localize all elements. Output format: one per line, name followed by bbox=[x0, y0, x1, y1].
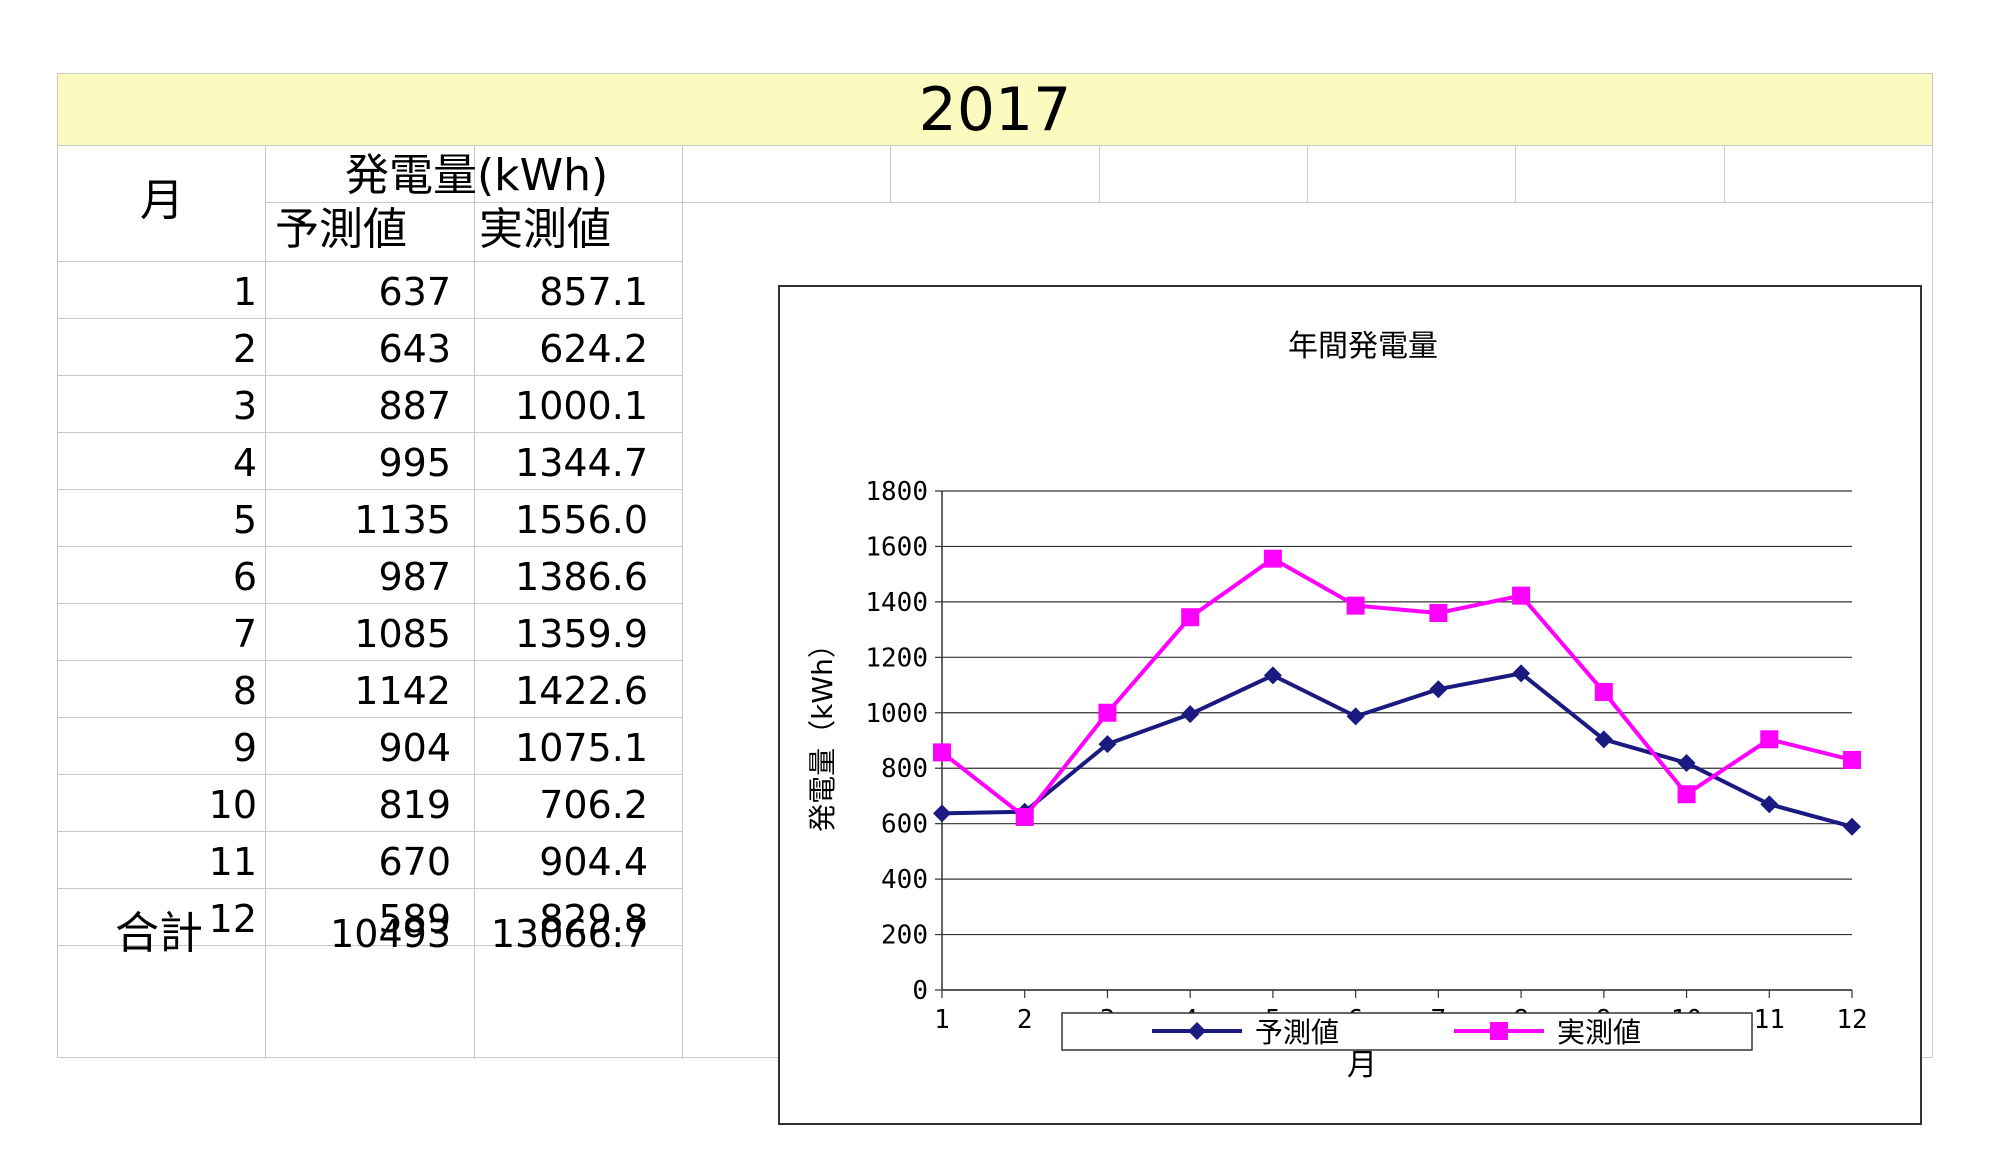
actual-cell: 1386.6 bbox=[515, 555, 648, 599]
total-actual: 13066.7 bbox=[490, 912, 648, 956]
month-cell: 3 bbox=[232, 384, 257, 428]
data-point bbox=[1512, 664, 1531, 683]
month-cell: 5 bbox=[232, 498, 257, 542]
actual-cell: 857.1 bbox=[539, 270, 648, 314]
actual-cell: 904.4 bbox=[539, 840, 648, 884]
data-point bbox=[1181, 608, 1200, 627]
data-point bbox=[1098, 703, 1117, 722]
total-forecast: 10493 bbox=[330, 912, 451, 956]
month-cell: 2 bbox=[232, 327, 257, 371]
data-point bbox=[1346, 596, 1365, 615]
forecast-cell: 643 bbox=[378, 327, 451, 371]
data-point bbox=[1760, 795, 1779, 814]
generation-header: 発電量(kWh) bbox=[345, 150, 609, 201]
actual-cell: 706.2 bbox=[539, 783, 648, 827]
month-cell: 7 bbox=[232, 612, 257, 656]
chart-gridlines bbox=[942, 490, 1852, 991]
x-tick-label: 1 bbox=[934, 1005, 950, 1035]
actual-cell: 829.8 bbox=[539, 897, 648, 941]
legend-marker bbox=[1188, 1022, 1206, 1040]
forecast-cell: 1142 bbox=[354, 669, 451, 713]
data-point bbox=[1594, 730, 1613, 749]
spreadsheet-area: 2017 月 発電量(kWh) 予測値 実測値 合計 10493 13066.7… bbox=[57, 73, 1934, 1125]
year-title: 2017 bbox=[58, 74, 1932, 146]
chart-title: 年間発電量 bbox=[1288, 329, 1438, 364]
forecast-cell: 995 bbox=[378, 441, 451, 485]
forecast-cell: 819 bbox=[378, 783, 451, 827]
month-cell: 11 bbox=[208, 840, 257, 884]
forecast-header: 予測値 bbox=[275, 204, 407, 255]
y-tick-label: 1000 bbox=[865, 699, 928, 729]
total-label: 合計 bbox=[115, 908, 203, 959]
chart-canvas: 0200400600800100012001400160018001234567… bbox=[806, 329, 1868, 1083]
y-tick-label: 1800 bbox=[865, 477, 928, 507]
forecast-cell: 1135 bbox=[354, 498, 451, 542]
legend-label: 実測値 bbox=[1557, 1016, 1641, 1049]
data-point bbox=[1512, 586, 1531, 605]
data-point bbox=[1181, 705, 1200, 724]
actual-cell: 1359.9 bbox=[515, 612, 648, 656]
chart-legend: 予測値 実測値 bbox=[1152, 1016, 1641, 1049]
forecast-cell: 670 bbox=[378, 840, 451, 884]
data-point bbox=[933, 804, 951, 823]
x-tick-label: 11 bbox=[1754, 1005, 1785, 1035]
data-point bbox=[1429, 680, 1448, 699]
actual-cell: 1344.7 bbox=[515, 441, 648, 485]
month-cell: 9 bbox=[232, 726, 257, 770]
y-tick-label: 400 bbox=[881, 865, 928, 895]
actual-cell: 624.2 bbox=[539, 327, 648, 371]
data-point bbox=[1594, 682, 1613, 701]
forecast-cell: 637 bbox=[378, 270, 451, 314]
month-cell: 12 bbox=[208, 897, 257, 941]
series-line bbox=[940, 556, 1853, 820]
series-line bbox=[941, 671, 1853, 829]
data-point bbox=[1263, 666, 1282, 685]
data-point bbox=[1263, 549, 1282, 568]
chart-series bbox=[933, 549, 1861, 836]
y-tick-label: 1400 bbox=[865, 588, 928, 618]
data-point bbox=[1843, 750, 1861, 769]
data-point bbox=[1429, 604, 1448, 623]
y-tick-label: 200 bbox=[881, 921, 928, 951]
chart-axes: 0200400600800100012001400160018001234567… bbox=[865, 477, 1867, 1035]
y-tick-label: 1600 bbox=[865, 532, 928, 562]
y-tick-label: 1200 bbox=[865, 643, 928, 673]
annual-generation-chart: 0200400600800100012001400160018001234567… bbox=[778, 285, 1922, 1125]
data-point bbox=[1677, 785, 1696, 804]
month-cell: 1 bbox=[232, 270, 257, 314]
legend-marker bbox=[1490, 1022, 1508, 1040]
data-point bbox=[1760, 730, 1779, 749]
forecast-cell: 1085 bbox=[354, 612, 451, 656]
forecast-cell: 887 bbox=[378, 384, 451, 428]
data-point bbox=[1346, 707, 1365, 726]
month-cell: 6 bbox=[232, 555, 257, 599]
x-tick-label: 12 bbox=[1836, 1005, 1867, 1035]
month-cell: 8 bbox=[232, 669, 257, 713]
data-point bbox=[1677, 753, 1696, 772]
data-point bbox=[933, 743, 951, 762]
actual-cell: 1422.6 bbox=[515, 669, 648, 713]
month-cell: 10 bbox=[208, 783, 257, 827]
y-tick-label: 800 bbox=[881, 754, 928, 784]
y-tick-label: 600 bbox=[881, 810, 928, 840]
actual-cell: 1075.1 bbox=[515, 726, 648, 770]
forecast-cell: 589 bbox=[378, 897, 451, 941]
actual-cell: 1556.0 bbox=[515, 498, 648, 542]
actual-cell: 1000.1 bbox=[515, 384, 648, 428]
x-tick-label: 2 bbox=[1017, 1005, 1033, 1035]
data-point bbox=[1843, 817, 1861, 836]
y-axis-label: 発電量（kWh） bbox=[806, 630, 839, 832]
forecast-cell: 904 bbox=[378, 726, 451, 770]
actual-header: 実測値 bbox=[479, 204, 611, 255]
data-point bbox=[1015, 807, 1034, 826]
month-header: 月 bbox=[140, 175, 184, 226]
data-point bbox=[1098, 735, 1117, 754]
legend-label: 予測値 bbox=[1255, 1016, 1339, 1049]
x-axis-label: 月 bbox=[1347, 1048, 1377, 1083]
month-cell: 4 bbox=[232, 441, 257, 485]
year-title-text: 2017 bbox=[918, 74, 1072, 145]
y-tick-label: 0 bbox=[912, 976, 928, 1006]
forecast-cell: 987 bbox=[378, 555, 451, 599]
